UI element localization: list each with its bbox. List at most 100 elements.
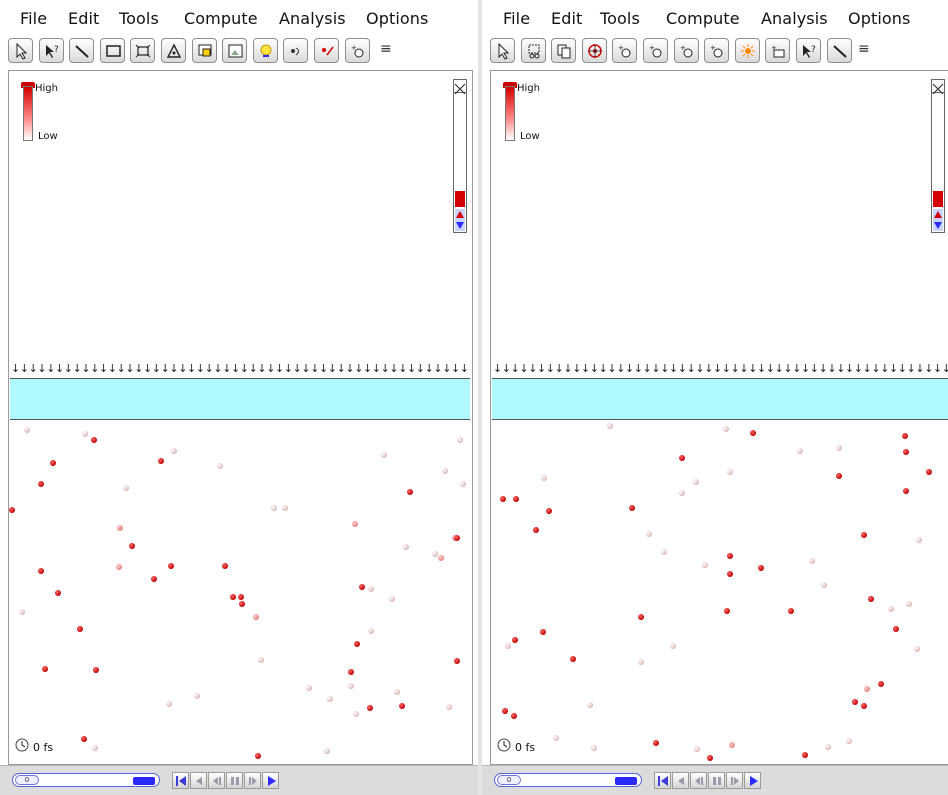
- particle-add-button[interactable]: [283, 38, 309, 63]
- particle[interactable]: [727, 469, 733, 475]
- menu-compute[interactable]: Compute: [184, 9, 258, 28]
- particle-remove-button[interactable]: [314, 38, 339, 63]
- particle[interactable]: [914, 646, 920, 652]
- toolbar-overflow-icon[interactable]: ≡: [858, 41, 870, 57]
- play-button[interactable]: [262, 772, 279, 789]
- particle[interactable]: [513, 496, 519, 502]
- particle[interactable]: [540, 629, 546, 635]
- particle[interactable]: [255, 753, 261, 759]
- particle[interactable]: [821, 582, 827, 588]
- particle[interactable]: [158, 458, 164, 464]
- rewind-button[interactable]: [172, 772, 189, 789]
- particle[interactable]: [230, 594, 236, 600]
- particle[interactable]: [171, 448, 177, 454]
- heat-source-button[interactable]: [252, 38, 278, 63]
- menu-tools[interactable]: Tools: [600, 9, 640, 28]
- particle[interactable]: [788, 608, 794, 614]
- particle[interactable]: [394, 689, 400, 695]
- select-arrow-button[interactable]: [8, 38, 33, 63]
- menu-options[interactable]: Options: [366, 9, 429, 28]
- bond-tool-button[interactable]: [69, 38, 95, 63]
- particle[interactable]: [238, 594, 244, 600]
- menu-compute[interactable]: Compute: [666, 9, 740, 28]
- triangle-tool-button[interactable]: [161, 38, 186, 63]
- particle[interactable]: [902, 433, 908, 439]
- particle[interactable]: [55, 590, 61, 596]
- particle[interactable]: [825, 744, 831, 750]
- image-tool-button[interactable]: [222, 38, 248, 63]
- particle[interactable]: [570, 656, 576, 662]
- particle[interactable]: [836, 473, 842, 479]
- particle[interactable]: [646, 531, 652, 537]
- pane-divider[interactable]: [478, 0, 482, 795]
- particle[interactable]: [324, 748, 330, 754]
- particle[interactable]: [353, 711, 359, 717]
- particle[interactable]: [151, 576, 157, 582]
- particle[interactable]: [454, 535, 460, 541]
- obstacle-band[interactable]: [492, 378, 948, 420]
- particle[interactable]: [9, 507, 15, 513]
- particle[interactable]: [38, 568, 44, 574]
- particle[interactable]: [352, 521, 358, 527]
- play-button[interactable]: [744, 772, 761, 789]
- light-source-button[interactable]: [734, 38, 760, 63]
- time-slider-knob[interactable]: 0: [15, 775, 39, 785]
- particle[interactable]: [359, 584, 365, 590]
- particle[interactable]: [723, 426, 729, 432]
- target-tool-button[interactable]: [581, 38, 607, 63]
- select-arrow-button[interactable]: [490, 38, 515, 63]
- particle[interactable]: [679, 455, 685, 461]
- particle[interactable]: [442, 468, 448, 474]
- particle[interactable]: [729, 742, 735, 748]
- particle[interactable]: [906, 601, 912, 607]
- obstacle-band[interactable]: [10, 378, 470, 420]
- particle[interactable]: [91, 437, 97, 443]
- particle[interactable]: [693, 479, 699, 485]
- particle[interactable]: [727, 571, 733, 577]
- vertical-slider[interactable]: [453, 79, 467, 233]
- particle[interactable]: [653, 740, 659, 746]
- particle[interactable]: [587, 702, 593, 708]
- particle[interactable]: [878, 681, 884, 687]
- menu-analysis[interactable]: Analysis: [761, 9, 828, 28]
- particle[interactable]: [123, 485, 129, 491]
- particle[interactable]: [864, 686, 870, 692]
- particle[interactable]: [511, 713, 517, 719]
- menu-tools[interactable]: Tools: [119, 9, 159, 28]
- particle[interactable]: [407, 489, 413, 495]
- particle[interactable]: [505, 643, 511, 649]
- particle[interactable]: [129, 543, 135, 549]
- particle[interactable]: [679, 490, 685, 496]
- particle[interactable]: [861, 532, 867, 538]
- particle[interactable]: [194, 693, 200, 699]
- particle[interactable]: [694, 746, 700, 752]
- particle[interactable]: [809, 558, 815, 564]
- particle[interactable]: [93, 667, 99, 673]
- particle[interactable]: [217, 463, 223, 469]
- particle[interactable]: [253, 614, 259, 620]
- particle[interactable]: [500, 496, 506, 502]
- time-slider-knob[interactable]: 0: [497, 775, 521, 785]
- particle[interactable]: [24, 427, 30, 433]
- particle[interactable]: [258, 657, 264, 663]
- particle[interactable]: [19, 609, 25, 615]
- menu-analysis[interactable]: Analysis: [279, 9, 346, 28]
- cut-tool-button[interactable]: [520, 38, 546, 63]
- add-particle-2-button[interactable]: +: [643, 38, 668, 63]
- pause-button[interactable]: [226, 772, 243, 789]
- particle[interactable]: [512, 637, 518, 643]
- fast-back-button[interactable]: [208, 772, 225, 789]
- slider-arrows[interactable]: [455, 209, 465, 231]
- particle[interactable]: [750, 430, 756, 436]
- step-back-button[interactable]: [190, 772, 207, 789]
- particle[interactable]: [888, 606, 894, 612]
- menu-options[interactable]: Options: [848, 9, 911, 28]
- particle[interactable]: [670, 643, 676, 649]
- particle[interactable]: [457, 437, 463, 443]
- rewind-button[interactable]: [654, 772, 671, 789]
- particle[interactable]: [868, 596, 874, 602]
- bond-tool-button[interactable]: [826, 38, 852, 63]
- menu-file[interactable]: File: [20, 9, 48, 28]
- particle[interactable]: [166, 701, 172, 707]
- particle[interactable]: [638, 614, 644, 620]
